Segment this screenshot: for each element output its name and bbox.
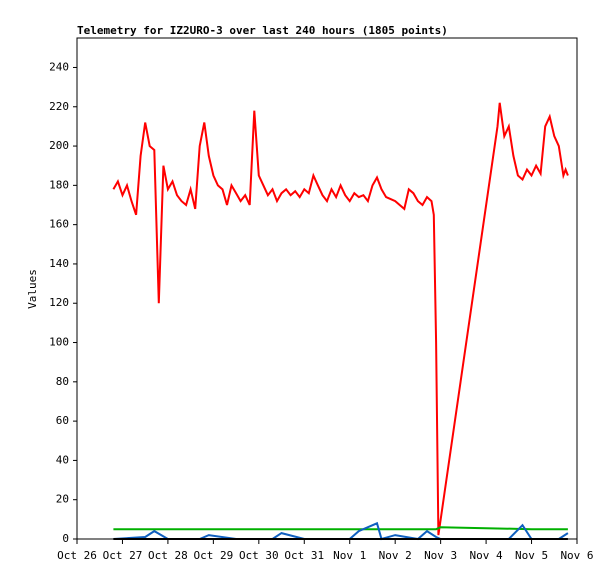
y-tick-label: 100 (49, 336, 69, 349)
chart-title: Telemetry for IZ2URO-3 over last 240 hou… (77, 24, 448, 37)
x-tick-label: Nov 6 (560, 549, 593, 562)
series-line (112, 102, 569, 536)
y-tick-label: 200 (49, 139, 69, 152)
y-tick-label: 80 (56, 375, 69, 388)
y-tick-label: 20 (56, 493, 69, 506)
x-tick-label: Nov 4 (470, 549, 503, 562)
y-tick-label: 180 (49, 178, 69, 191)
y-tick-label: 220 (49, 100, 69, 113)
x-tick-label: Oct 27 (103, 549, 143, 562)
y-axis-label: Values (26, 269, 39, 309)
y-tick-label: 140 (49, 257, 69, 270)
x-tick-label: Oct 30 (239, 549, 279, 562)
x-tick-label: Nov 3 (424, 549, 457, 562)
x-tick-label: Nov 2 (379, 549, 412, 562)
x-tick-label: Nov 5 (515, 549, 548, 562)
x-tick-label: Oct 26 (57, 549, 97, 562)
y-tick-label: 160 (49, 218, 69, 231)
x-tick-label: Oct 31 (284, 549, 324, 562)
series-line (113, 526, 568, 531)
y-tick-label: 120 (49, 296, 69, 309)
x-tick-label: Oct 29 (193, 549, 233, 562)
y-tick-label: 240 (49, 60, 69, 73)
x-tick-label: Nov 1 (333, 549, 366, 562)
y-tick-label: 60 (56, 414, 69, 427)
series-line (113, 521, 569, 541)
y-tick-label: 40 (56, 453, 69, 466)
x-tick-label: Oct 28 (148, 549, 188, 562)
y-tick-label: 0 (62, 532, 69, 545)
